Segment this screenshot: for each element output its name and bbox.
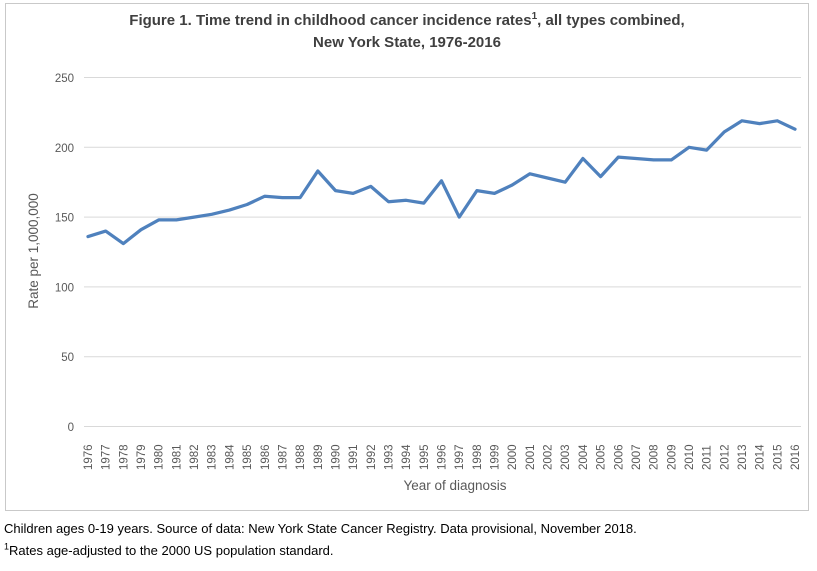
footnote-line2-text: Rates age-adjusted to the 2000 US popula… bbox=[9, 543, 334, 558]
x-tick-label: 1999 bbox=[490, 444, 502, 470]
footnotes: Children ages 0-19 years. Source of data… bbox=[4, 518, 814, 562]
footnote-line1: Children ages 0-19 years. Source of data… bbox=[4, 521, 637, 536]
x-tick-label: 2010 bbox=[684, 444, 696, 470]
chart-title-superscript: 1 bbox=[531, 11, 538, 22]
x-tick-label: 2015 bbox=[772, 444, 784, 470]
x-tick-label: 1991 bbox=[348, 444, 360, 470]
x-tick-label: 1979 bbox=[136, 444, 148, 470]
data-series-line bbox=[86, 119, 797, 246]
x-tick-label: 1995 bbox=[419, 444, 431, 470]
x-tick-label: 2014 bbox=[755, 444, 767, 470]
chart-title-line1: Figure 1. Time trend in childhood cancer… bbox=[129, 11, 685, 30]
x-tick-label: 1987 bbox=[277, 444, 289, 470]
x-tick-label: 1976 bbox=[83, 444, 95, 470]
y-tick-label: 100 bbox=[55, 282, 74, 294]
x-tick-label: 1996 bbox=[437, 444, 449, 470]
x-tick-label: 1994 bbox=[401, 444, 413, 470]
x-tick-label: 1986 bbox=[260, 444, 272, 470]
x-tick-label: 1985 bbox=[242, 444, 254, 470]
x-tick-label: 1988 bbox=[295, 444, 307, 470]
x-tick-label: 2008 bbox=[649, 444, 661, 470]
x-tick-label: 1981 bbox=[171, 444, 183, 470]
x-axis-title: Year of diagnosis bbox=[403, 478, 506, 493]
x-tick-label: 2004 bbox=[578, 444, 590, 470]
y-tick-label: 200 bbox=[55, 143, 74, 155]
chart-title-line2: New York State, 1976-2016 bbox=[313, 34, 501, 51]
x-tick-label: 1989 bbox=[313, 444, 325, 470]
x-tick-label: 2001 bbox=[525, 444, 537, 470]
x-tick-label: 1998 bbox=[472, 444, 484, 470]
chart-title: Figure 1. Time trend in childhood cancer… bbox=[6, 10, 808, 54]
x-tick-label: 2000 bbox=[507, 444, 519, 470]
y-axis-title: Rate per 1,000,000 bbox=[26, 193, 41, 309]
x-tick-label: 2002 bbox=[543, 444, 555, 470]
x-tick-label: 1977 bbox=[101, 444, 113, 470]
x-tick-label: 1993 bbox=[383, 444, 395, 470]
x-tick-label: 2012 bbox=[719, 444, 731, 470]
x-tick-label: 2013 bbox=[737, 444, 749, 470]
x-tick-label: 2007 bbox=[631, 444, 643, 470]
chart-title-line1-text: Figure 1. Time trend in childhood cancer… bbox=[129, 12, 532, 29]
footnote-superscript: 1 bbox=[4, 541, 10, 552]
x-tick-label: 1992 bbox=[366, 444, 378, 470]
chart-title-line1-suffix: , all types combined, bbox=[537, 12, 685, 29]
y-tick-label: 250 bbox=[55, 73, 74, 85]
x-tick-label: 2006 bbox=[613, 444, 625, 470]
y-tick-label: 150 bbox=[55, 213, 74, 225]
x-tick-label: 1978 bbox=[118, 444, 130, 470]
x-tick-label: 1984 bbox=[224, 444, 236, 470]
x-tick-label: 1990 bbox=[330, 444, 342, 470]
x-tick-label: 1980 bbox=[154, 444, 166, 470]
y-tick-label: 50 bbox=[61, 352, 74, 364]
x-tick-label: 2009 bbox=[666, 444, 678, 470]
x-tick-label: 2016 bbox=[790, 444, 802, 470]
y-tick-label: 0 bbox=[68, 422, 74, 434]
x-tick-label: 1982 bbox=[189, 444, 201, 470]
x-tick-label: 2003 bbox=[560, 444, 572, 470]
x-tick-label: 1983 bbox=[207, 444, 219, 470]
x-tick-label: 2011 bbox=[702, 445, 714, 470]
x-tick-label: 1997 bbox=[454, 444, 466, 470]
footnote-line2: 1Rates age-adjusted to the 2000 US popul… bbox=[4, 540, 814, 562]
x-tick-label: 2005 bbox=[596, 444, 608, 470]
